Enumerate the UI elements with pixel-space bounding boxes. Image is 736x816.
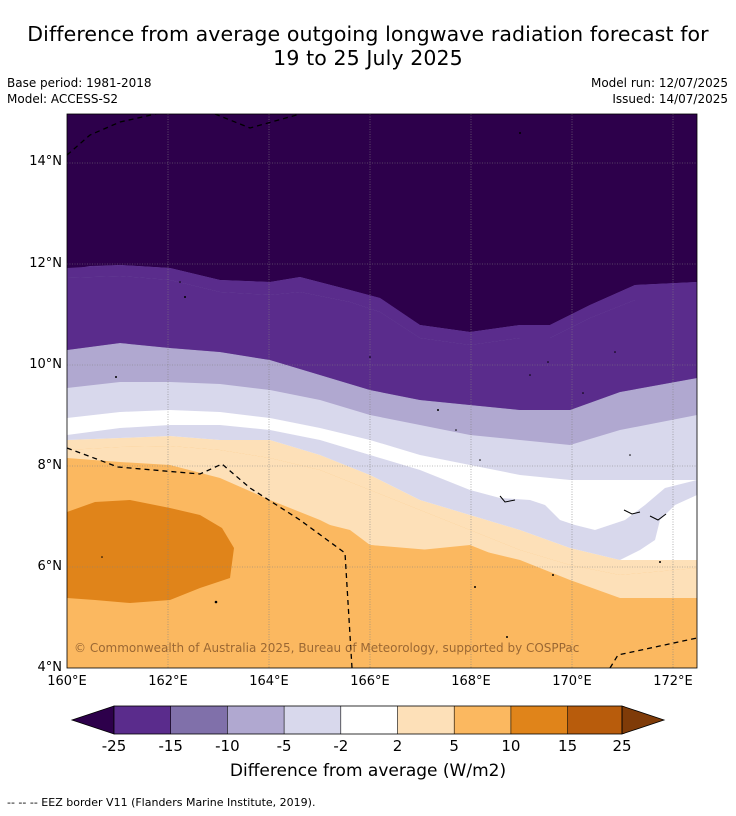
lat-label-14n: 14°N bbox=[29, 154, 62, 169]
colorbar-cell-6 bbox=[397, 706, 455, 734]
band-neg5-neg2-east bbox=[67, 425, 697, 560]
title-line-1: Difference from average outgoing longwav… bbox=[27, 22, 709, 46]
colorbar-cell-5 bbox=[340, 706, 398, 734]
lat-label-4n: 4°N bbox=[37, 660, 63, 675]
islands bbox=[101, 132, 661, 638]
model-run: Model run: 12/07/2025 bbox=[590, 76, 728, 90]
band-neg25-neg15-lower bbox=[67, 276, 697, 410]
colorbar-tick: 2 bbox=[392, 737, 403, 755]
lon-label-166e: 166°E bbox=[350, 674, 390, 689]
colorbar-tick: -25 bbox=[101, 737, 127, 755]
band-5-10-south bbox=[67, 472, 697, 668]
model-name: Model: ACCESS-S2 bbox=[7, 92, 119, 106]
lat-label-12n: 12°N bbox=[29, 256, 62, 271]
base-period: Base period: 1981-2018 bbox=[7, 76, 152, 90]
lon-label-164e: 164°E bbox=[249, 674, 289, 689]
band-below-neg25 bbox=[67, 114, 697, 332]
colorbar-extend-low bbox=[70, 705, 115, 735]
colorbar-tick: 10 bbox=[501, 737, 521, 755]
lon-label-160e: 160°E bbox=[47, 674, 87, 689]
lon-label-162e: 162°E bbox=[148, 674, 188, 689]
colorbar-extend-high bbox=[621, 705, 666, 735]
map-plot-area bbox=[67, 114, 697, 668]
meta-right: Model run: 12/07/2025 Issued: 14/07/2025 bbox=[591, 75, 728, 107]
colorbar-tick: -10 bbox=[215, 737, 240, 755]
colorbar-tick: -5 bbox=[276, 737, 292, 755]
band-2-5-south bbox=[67, 446, 697, 598]
colorbar-tick: 25 bbox=[612, 737, 632, 755]
band-neg25-neg15-upper bbox=[67, 265, 697, 345]
lon-label-172e: 172°E bbox=[653, 674, 693, 689]
lon-label-168e: 168°E bbox=[451, 674, 491, 689]
colorbar-cell-3 bbox=[227, 706, 285, 734]
lat-label-8n: 8°N bbox=[37, 458, 63, 473]
colorbar-cell-1 bbox=[114, 706, 171, 734]
colorbar bbox=[70, 705, 666, 735]
colorbar-tick: 15 bbox=[558, 737, 578, 755]
lon-label-170e: 170°E bbox=[552, 674, 592, 689]
map-frame bbox=[66, 113, 698, 669]
graticule bbox=[67, 114, 697, 668]
lat-label-10n: 10°N bbox=[29, 357, 62, 372]
eez-legend-note: -- -- -- EEZ border V11 (Flanders Marine… bbox=[7, 796, 316, 809]
colorbar-cell-7 bbox=[454, 706, 511, 734]
colorbar-cell-9 bbox=[567, 706, 625, 734]
lat-label-6n: 6°N bbox=[37, 559, 63, 574]
band-10-15 bbox=[67, 500, 234, 603]
colorbar-tick: -2 bbox=[333, 737, 349, 755]
meta-left: Base period: 1981-2018 Model: ACCESS-S2 bbox=[7, 75, 152, 107]
copyright-notice: © Commonwealth of Australia 2025, Bureau… bbox=[74, 641, 580, 655]
issued-date: Issued: 14/07/2025 bbox=[612, 92, 728, 106]
chart-title: Difference from average outgoing longwav… bbox=[0, 22, 736, 70]
colorbar-cell-8 bbox=[510, 706, 568, 734]
colorbar-title: Difference from average (W/m2) bbox=[229, 761, 507, 781]
eez-border bbox=[67, 114, 697, 668]
colorbar-tick: 5 bbox=[449, 737, 459, 755]
colorbar-cell-2 bbox=[170, 706, 228, 734]
band-neg2-2-east bbox=[620, 495, 697, 560]
title-line-2: 19 to 25 July 2025 bbox=[273, 46, 463, 70]
colorbar-cell-4 bbox=[284, 706, 341, 734]
colorbar-tick: -15 bbox=[158, 737, 183, 755]
